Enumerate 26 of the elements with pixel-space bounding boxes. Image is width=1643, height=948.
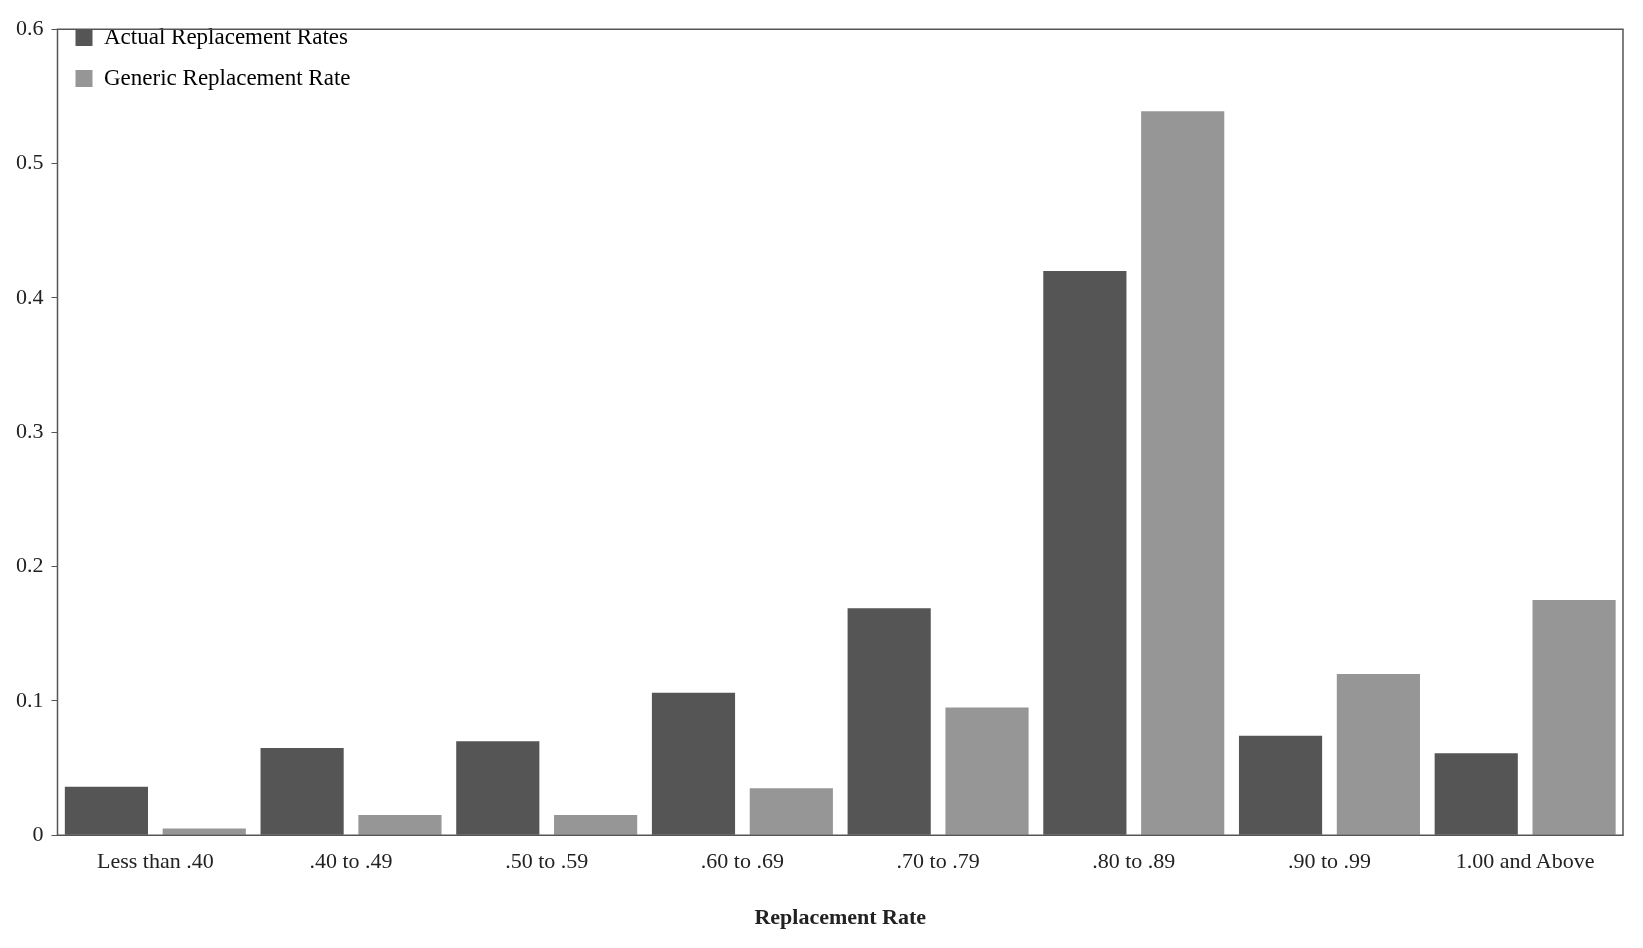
bar xyxy=(749,788,833,835)
x-tick-label: .60 to .69 xyxy=(700,848,784,874)
x-tick-label: .90 to .99 xyxy=(1287,848,1372,874)
bar xyxy=(1336,674,1420,835)
x-tick-label: .80 to .89 xyxy=(1092,848,1176,874)
x-tick-label: .40 to .49 xyxy=(309,848,393,874)
y-tick-label: 0.2 xyxy=(16,552,44,578)
y-tick-label: 0 xyxy=(32,820,44,846)
legend-label: Generic Replacement Rate xyxy=(104,64,351,90)
bar xyxy=(162,828,246,835)
y-tick-label: 0.1 xyxy=(16,686,44,712)
y-tick-label: 0.4 xyxy=(16,283,44,309)
bar xyxy=(1141,111,1225,835)
bar xyxy=(554,815,638,835)
y-tick-label: 0.3 xyxy=(16,417,44,443)
y-tick-label: 0.6 xyxy=(16,14,44,40)
x-tick-label: Less than .40 xyxy=(96,848,214,874)
bar xyxy=(1532,600,1616,835)
y-tick-label: 0.5 xyxy=(16,149,44,175)
x-tick-label: .70 to .79 xyxy=(896,848,980,874)
x-axis-title: Replacement Rate xyxy=(754,904,927,930)
x-tick-label: .50 to .59 xyxy=(505,848,589,874)
legend-label: Actual Replacement Rates xyxy=(104,23,349,49)
bar xyxy=(358,815,442,835)
bar xyxy=(945,707,1029,835)
x-tick-label: 1.00 and Above xyxy=(1455,848,1595,874)
